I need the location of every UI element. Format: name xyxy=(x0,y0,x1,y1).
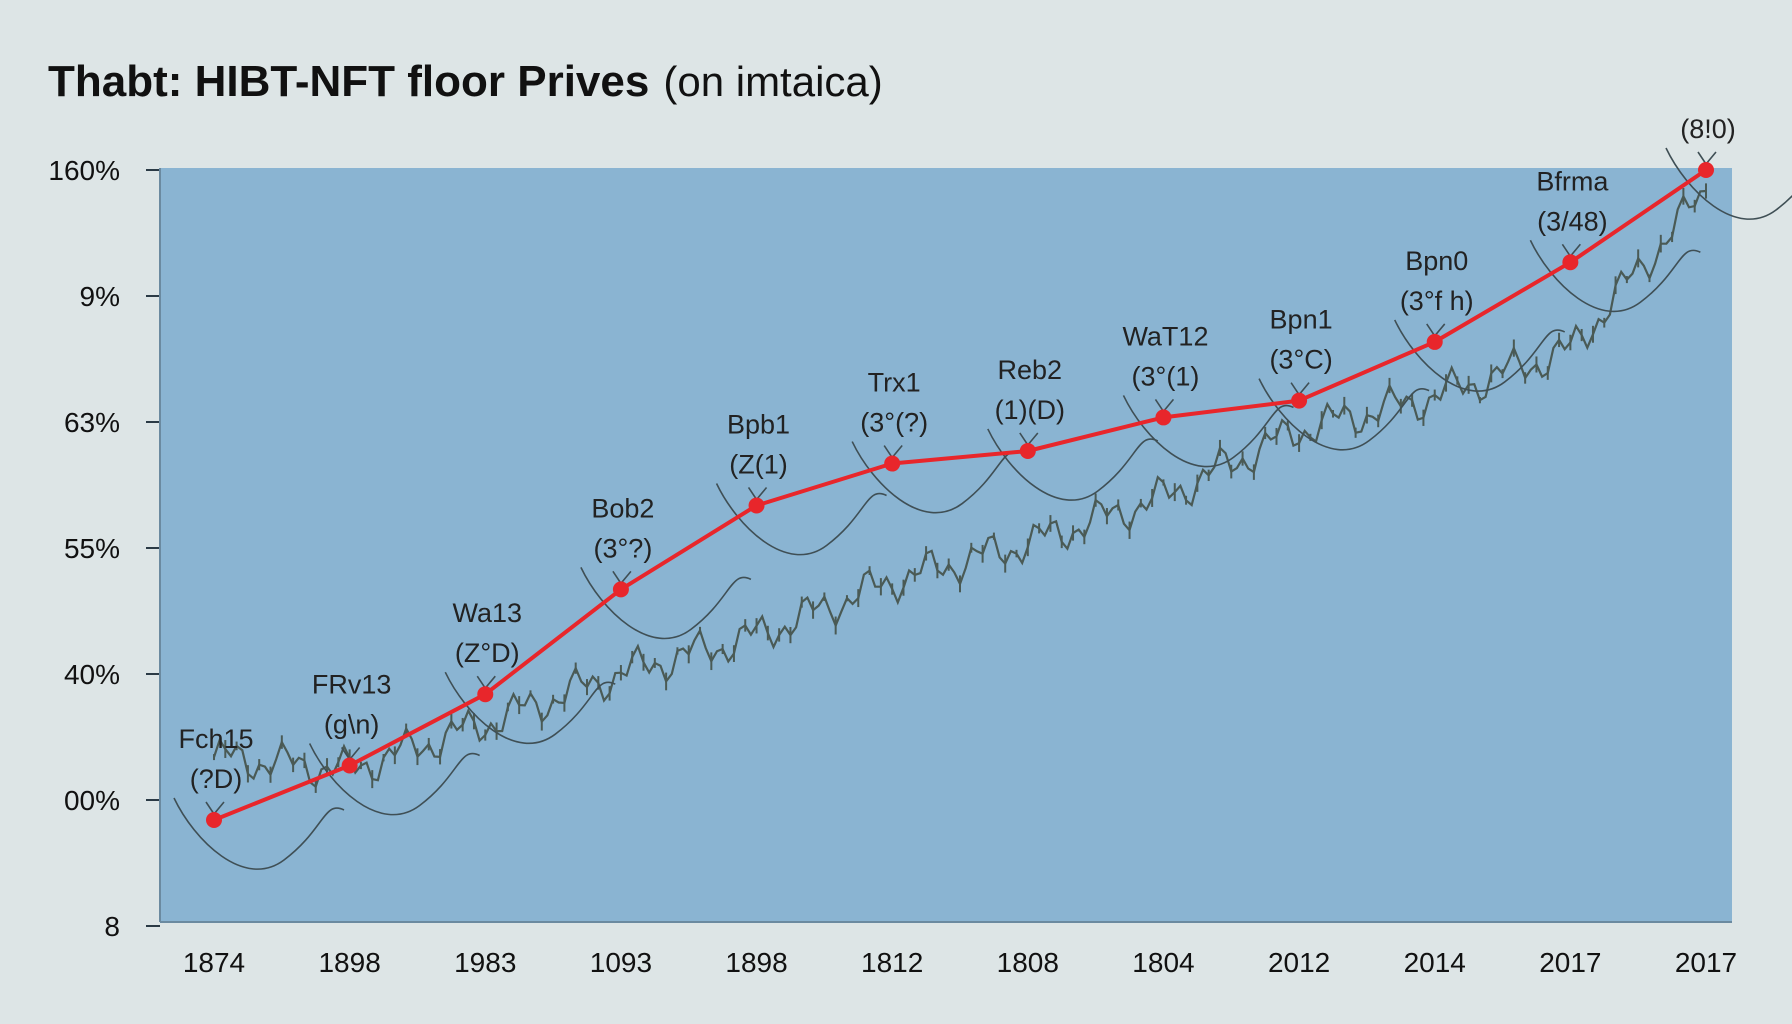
x-tick-label: 1808 xyxy=(997,947,1059,978)
primary-series-line xyxy=(213,168,1708,822)
y-tick-label: 55% xyxy=(64,533,120,564)
x-tick-label: 1898 xyxy=(725,947,787,978)
primary-series-point xyxy=(341,757,358,774)
annotation-value: (Z°D) xyxy=(455,638,520,668)
x-tick-label: 2017 xyxy=(1539,947,1601,978)
annotation-callout-line xyxy=(1394,319,1566,392)
x-tick-label: 2012 xyxy=(1268,947,1330,978)
annotation-value: (1)(D) xyxy=(995,395,1065,425)
chart-title: Thabt: HIBT-NFT floor Prives xyxy=(48,57,649,106)
y-tick-label: 9% xyxy=(80,281,120,312)
x-axis: 1874 1898 1983 1093 1898 1812 1808 1804 2012 2014… xyxy=(183,947,1737,978)
primary-series xyxy=(206,162,1714,828)
annotation-value: (?D) xyxy=(190,764,243,794)
secondary-series xyxy=(212,183,1707,793)
primary-series-point xyxy=(1155,409,1172,426)
primary-series-point xyxy=(884,455,901,472)
x-tick-label: 2014 xyxy=(1404,947,1466,978)
annotation-value: (g\n) xyxy=(324,709,380,739)
primary-series-point xyxy=(1019,442,1036,459)
annotation-value: (3°f h) xyxy=(1400,286,1474,316)
annotation-label: WaT12 xyxy=(1122,321,1208,351)
y-axis: 160% 9% 63% 55% 40% 00% 8 xyxy=(48,155,160,942)
annotation-callout-line xyxy=(1258,378,1430,451)
chart-title-group: Thabt: HIBT-NFT floor Prives (on imtaica… xyxy=(48,57,883,106)
annotation-callout-line xyxy=(851,441,1023,514)
annotation-callout-line xyxy=(444,671,616,745)
primary-series-point xyxy=(748,497,765,514)
annotation-value: (3°C) xyxy=(1269,345,1332,375)
annotation-label: Reb2 xyxy=(998,355,1063,385)
annotation-value: (3°(?) xyxy=(860,408,928,438)
annotation-callout-line xyxy=(1529,239,1701,313)
primary-series-point xyxy=(1291,392,1308,409)
annotation-label: Bpb1 xyxy=(727,409,790,439)
annotation-callout-line xyxy=(715,483,887,556)
x-tick-label: 1812 xyxy=(861,947,923,978)
annotation-value: (3°?) xyxy=(594,533,653,563)
annotation-label: Bpn1 xyxy=(1270,305,1333,335)
x-tick-label: 1093 xyxy=(590,947,652,978)
annotation-callout-line xyxy=(987,428,1159,501)
annotation-label: Bob2 xyxy=(591,493,654,523)
y-tick-label: 63% xyxy=(64,407,120,438)
primary-series-point xyxy=(1426,333,1443,350)
x-tick-label: 1804 xyxy=(1132,947,1194,978)
primary-series-point xyxy=(477,686,494,703)
primary-series-point xyxy=(1698,162,1714,178)
plot-area xyxy=(160,168,1732,922)
primary-series-point xyxy=(612,581,629,598)
y-tick-label: 00% xyxy=(64,785,120,816)
primary-series-point xyxy=(206,812,222,828)
annotation-value: (3/48) xyxy=(1537,206,1608,236)
x-tick-label: 2017 xyxy=(1675,947,1737,978)
y-tick-label: 160% xyxy=(48,155,120,186)
x-tick-label: 1898 xyxy=(318,947,380,978)
annotation-value: (8!0) xyxy=(1680,114,1736,144)
annotation-label: Trx1 xyxy=(868,368,921,398)
annotation-callout-line xyxy=(173,797,345,870)
y-tick-label: 8 xyxy=(104,911,120,942)
annotation-label: Fch15 xyxy=(178,724,253,754)
annotation-label: Wa13 xyxy=(453,598,523,628)
annotation-label: Bpn0 xyxy=(1405,246,1468,276)
annotation-value: (3°(1) xyxy=(1132,361,1200,391)
annotations: Fch15 (?D) FRv13 (g\n) Wa13 (Z°D) Bob2 (3°?) Bpb… xyxy=(173,114,1792,870)
x-tick-label: 1983 xyxy=(454,947,516,978)
y-tick-label: 40% xyxy=(64,659,120,690)
annotation-value: (Z(1) xyxy=(729,449,787,479)
annotation-label: Bfrma xyxy=(1536,166,1609,196)
annotation-callout-line xyxy=(308,743,480,816)
primary-series-point xyxy=(1562,254,1579,271)
chart-subtitle: (on imtaica) xyxy=(663,58,882,105)
x-tick-label: 1874 xyxy=(183,947,245,978)
annotation-label: FRv13 xyxy=(312,669,392,699)
